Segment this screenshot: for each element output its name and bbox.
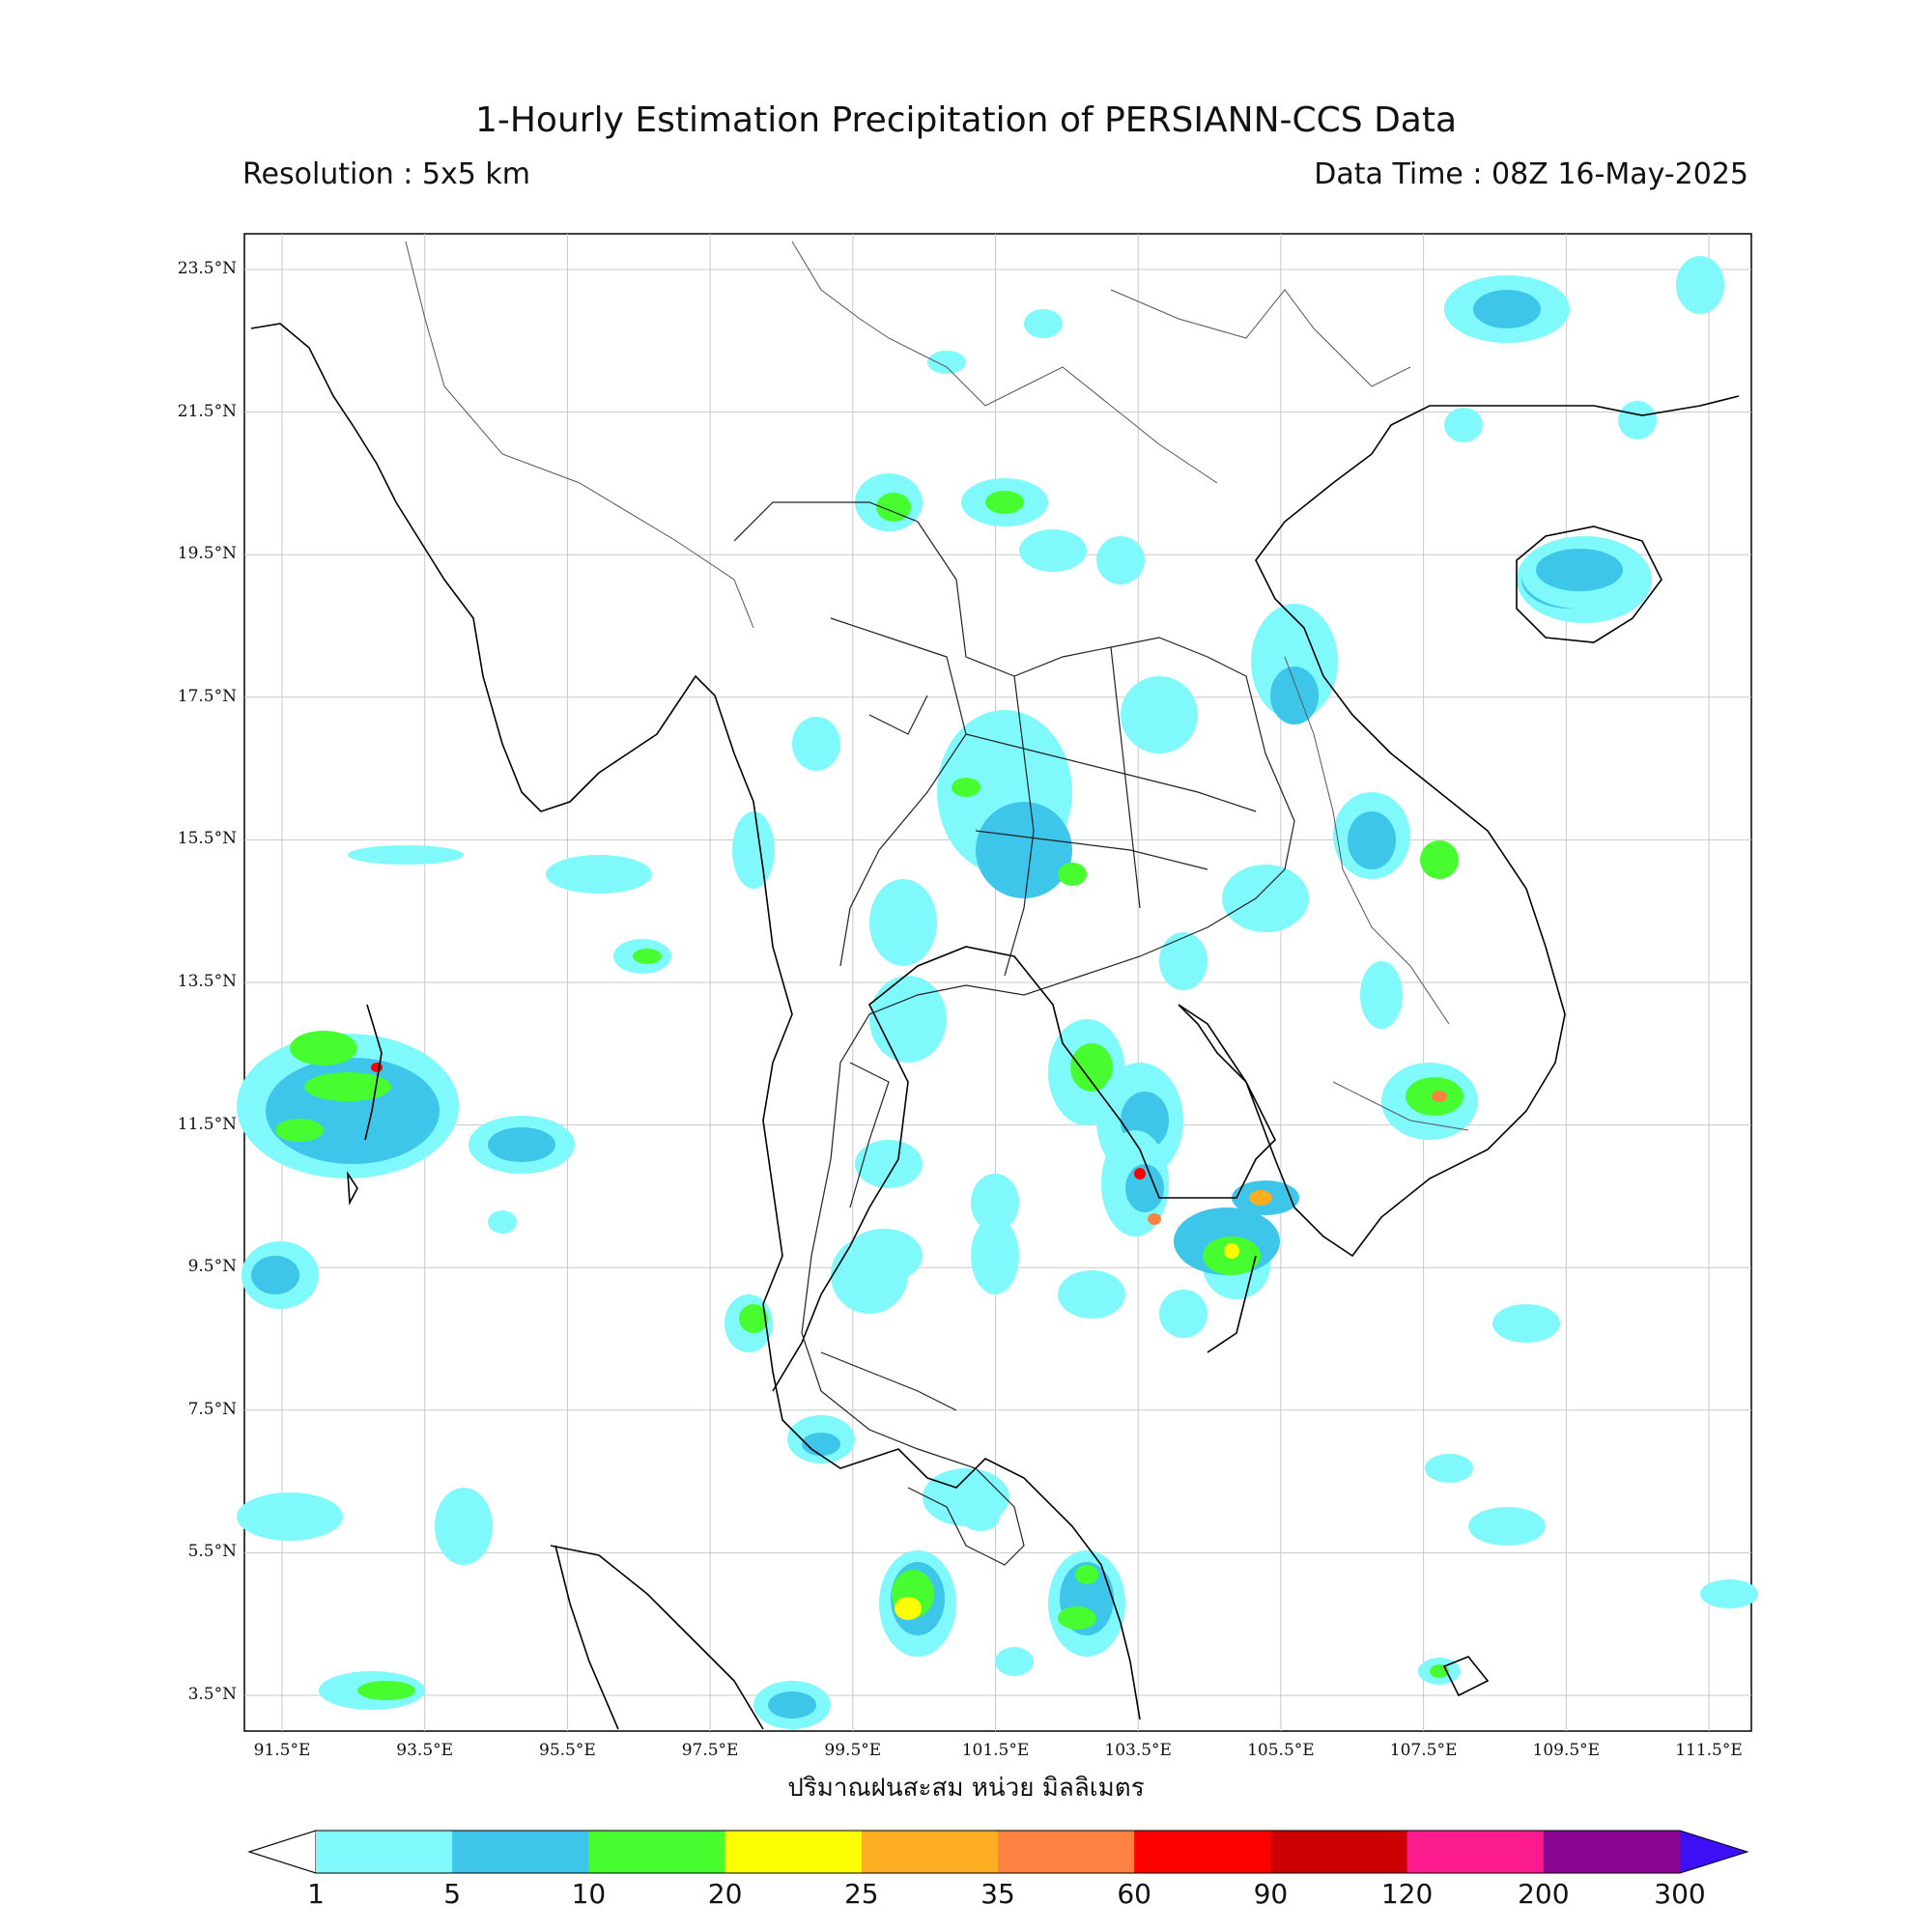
precipitation-layer	[237, 256, 1758, 1729]
colorbar-segment	[1134, 1831, 1271, 1873]
colorbar-tick-label: 120	[1380, 1878, 1434, 1910]
lat-label: 21.5°N	[177, 401, 237, 421]
lon-label: 99.5°E	[824, 1741, 882, 1760]
colorbar-segment	[1270, 1831, 1408, 1873]
colorbar-over-arrow	[1680, 1831, 1747, 1873]
colorbar-segment	[316, 1831, 453, 1873]
colorbar	[247, 1830, 1749, 1874]
lat-label: 7.5°N	[187, 1399, 237, 1419]
lon-label: 93.5°E	[396, 1741, 454, 1760]
colorbar-outline	[247, 1830, 1749, 1874]
colorbar-tick-label: 300	[1654, 1878, 1706, 1910]
colorbar-tick-label: 35	[980, 1878, 1015, 1910]
data-time-label: Data Time : 08Z 16-May-2025	[1314, 157, 1748, 191]
colorbar-segment	[588, 1831, 726, 1873]
colorbar-tick-label: 25	[843, 1878, 879, 1910]
lon-label: 91.5°E	[253, 1741, 311, 1760]
map-title: 1-Hourly Estimation Precipitation of PER…	[474, 100, 1458, 140]
colorbar-tick-label: 1	[307, 1878, 325, 1910]
lon-label: 97.5°E	[681, 1741, 739, 1760]
lat-label: 17.5°N	[177, 686, 237, 706]
lon-label: 95.5°E	[539, 1741, 596, 1760]
colorbar-tick-label: 90	[1253, 1878, 1289, 1910]
colorbar-segment	[452, 1831, 589, 1873]
lat-label: 5.5°N	[187, 1542, 237, 1562]
lon-label: 103.5°E	[1104, 1741, 1172, 1760]
lat-label: 23.5°N	[177, 259, 237, 278]
lat-label: 15.5°N	[177, 829, 237, 849]
colorbar-tick-label: 10	[571, 1878, 607, 1910]
lon-label: 111.5°E	[1675, 1741, 1743, 1760]
colorbar-segment	[1543, 1831, 1681, 1873]
lat-label: 19.5°N	[177, 544, 237, 564]
lon-label: 101.5°E	[961, 1741, 1030, 1760]
colorbar-segment	[1406, 1831, 1545, 1873]
lat-label: 9.5°N	[187, 1257, 237, 1277]
lat-label: 3.5°N	[187, 1685, 237, 1704]
colorbar-tick-label: 60	[1117, 1878, 1151, 1910]
lon-label: 107.5°E	[1389, 1741, 1458, 1760]
colorbar-segment	[998, 1831, 1135, 1873]
resolution-label: Resolution : 5x5 km	[242, 157, 530, 191]
coastlines	[250, 323, 1740, 1730]
thailand-provinces	[733, 501, 1295, 1566]
lat-label: 13.5°N	[177, 972, 237, 991]
colorbar-unit-label: ปริมาณฝนสะสม หน่วย มิลลิเมตร	[787, 1774, 1145, 1803]
colorbar-segment	[724, 1831, 863, 1873]
colorbar-segment	[861, 1831, 999, 1873]
lon-label: 105.5°E	[1247, 1741, 1315, 1760]
colorbar-tick-label: 5	[443, 1878, 462, 1910]
colorbar-tick-label: 20	[707, 1878, 743, 1910]
country-borders	[405, 241, 1469, 1131]
colorbar-under-arrow	[247, 1830, 317, 1874]
colorbar-tick-label: 200	[1518, 1878, 1570, 1910]
lat-label: 11.5°N	[177, 1114, 237, 1134]
lon-label: 109.5°E	[1532, 1741, 1601, 1760]
